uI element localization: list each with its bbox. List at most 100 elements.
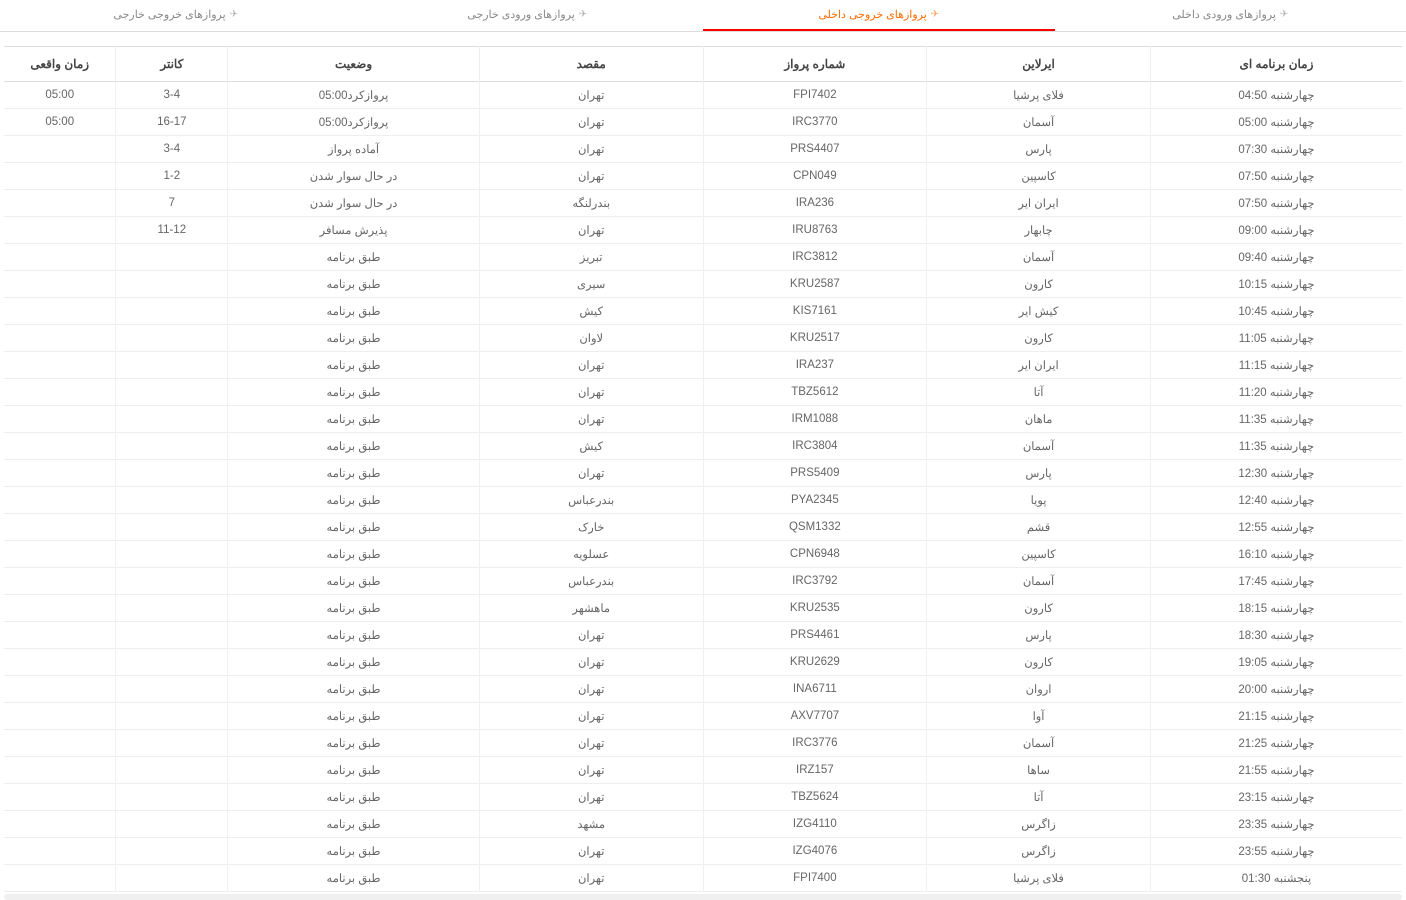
cell-counter: 7 [116, 190, 228, 217]
table-row: پنجشنبه 01:30فلای پرشیاFPI7400تهرانطبق ب… [4, 865, 1402, 892]
cell-destination: تهران [479, 838, 703, 865]
scroll-indicator [4, 894, 1402, 900]
cell-flight: IRC3776 [703, 730, 927, 757]
table-row: چهارشنبه 21:15آواAXV7707تهرانطبق برنامه [4, 703, 1402, 730]
cell-actual [4, 433, 116, 460]
cell-flight: PRS5409 [703, 460, 927, 487]
cell-destination: تهران [479, 217, 703, 244]
cell-flight: KRU2629 [703, 649, 927, 676]
cell-schedule: پنجشنبه 01:30 [1150, 865, 1402, 892]
cell-flight: IRA237 [703, 352, 927, 379]
cell-destination: تهران [479, 406, 703, 433]
cell-schedule: چهارشنبه 21:25 [1150, 730, 1402, 757]
table-row: چهارشنبه 12:30پارسPRS5409تهرانطبق برنامه [4, 460, 1402, 487]
cell-counter [116, 838, 228, 865]
tab-2[interactable]: ✈پروازهای ورودی خارجی [352, 0, 704, 31]
cell-airline: چابهار [927, 217, 1151, 244]
cell-airline: آتا [927, 379, 1151, 406]
cell-destination: عسلویه [479, 541, 703, 568]
cell-flight: FPI7400 [703, 865, 927, 892]
cell-flight: IZG4076 [703, 838, 927, 865]
cell-schedule: چهارشنبه 11:20 [1150, 379, 1402, 406]
cell-actual [4, 487, 116, 514]
cell-destination: تهران [479, 82, 703, 109]
cell-flight: FPI7402 [703, 82, 927, 109]
cell-counter [116, 730, 228, 757]
cell-flight: PRS4461 [703, 622, 927, 649]
table-row: چهارشنبه 11:05کارونKRU2517لاوانطبق برنام… [4, 325, 1402, 352]
table-row: چهارشنبه 09:00چابهارIRU8763تهرانپذیرش مس… [4, 217, 1402, 244]
table-row: چهارشنبه 12:40پویاPYA2345بندرعباسطبق برن… [4, 487, 1402, 514]
cell-schedule: چهارشنبه 23:15 [1150, 784, 1402, 811]
tab-0[interactable]: ✈پروازهای ورودی داخلی [1055, 0, 1406, 31]
cell-status: در حال سوار شدن [228, 190, 480, 217]
table-row: چهارشنبه 12:55قشمQSM1332خارکطبق برنامه [4, 514, 1402, 541]
cell-airline: آسمان [927, 109, 1151, 136]
flight-table-container: زمان برنامه ای ایرلاین شماره پرواز مقصد … [0, 46, 1406, 900]
table-row: چهارشنبه 05:00آسمانIRC3770تهرانپروازکرد0… [4, 109, 1402, 136]
cell-flight: KRU2535 [703, 595, 927, 622]
table-row: چهارشنبه 23:15آتاTBZ5624تهرانطبق برنامه [4, 784, 1402, 811]
cell-airline: ایران ایر [927, 190, 1151, 217]
cell-airline: فلای پرشیا [927, 865, 1151, 892]
cell-airline: زاگرس [927, 838, 1151, 865]
cell-flight: KRU2587 [703, 271, 927, 298]
table-row: چهارشنبه 18:15کارونKRU2535ماهشهرطبق برنا… [4, 595, 1402, 622]
tab-1[interactable]: ✈پروازهای خروجی داخلی [703, 0, 1055, 31]
cell-schedule: چهارشنبه 07:50 [1150, 163, 1402, 190]
plane-icon: ✈ [230, 9, 238, 20]
cell-airline: فلای پرشیا [927, 82, 1151, 109]
cell-actual [4, 406, 116, 433]
cell-schedule: چهارشنبه 05:00 [1150, 109, 1402, 136]
cell-destination: تهران [479, 703, 703, 730]
cell-schedule: چهارشنبه 17:45 [1150, 568, 1402, 595]
header-schedule: زمان برنامه ای [1150, 47, 1402, 82]
tab-label: پروازهای خروجی خارجی [113, 8, 225, 21]
cell-airline: قشم [927, 514, 1151, 541]
cell-status: طبق برنامه [228, 298, 480, 325]
table-row: چهارشنبه 21:55ساهاIRZ157تهرانطبق برنامه [4, 757, 1402, 784]
cell-status: طبق برنامه [228, 622, 480, 649]
cell-counter [116, 460, 228, 487]
cell-status: طبق برنامه [228, 460, 480, 487]
cell-actual [4, 271, 116, 298]
cell-status: طبق برنامه [228, 379, 480, 406]
cell-actual [4, 703, 116, 730]
cell-counter: 3-4 [116, 136, 228, 163]
cell-status: طبق برنامه [228, 487, 480, 514]
cell-actual: 05:00 [4, 109, 116, 136]
cell-airline: ماهان [927, 406, 1151, 433]
cell-flight: IRZ157 [703, 757, 927, 784]
cell-actual [4, 244, 116, 271]
cell-schedule: چهارشنبه 11:05 [1150, 325, 1402, 352]
cell-destination: تهران [479, 460, 703, 487]
table-row: چهارشنبه 11:35آسمانIRC3804کیشطبق برنامه [4, 433, 1402, 460]
cell-status: طبق برنامه [228, 514, 480, 541]
table-row: چهارشنبه 11:35ماهانIRM1088تهرانطبق برنام… [4, 406, 1402, 433]
tab-3[interactable]: ✈ پروازهای خروجی خارجی [0, 0, 352, 31]
cell-airline: آسمان [927, 433, 1151, 460]
cell-destination: تهران [479, 784, 703, 811]
cell-destination: تهران [479, 109, 703, 136]
cell-schedule: چهارشنبه 10:15 [1150, 271, 1402, 298]
cell-airline: پارس [927, 622, 1151, 649]
flight-tbody: چهارشنبه 04:50فلای پرشیاFPI7402تهرانپروا… [4, 82, 1402, 892]
cell-schedule: چهارشنبه 12:40 [1150, 487, 1402, 514]
cell-flight: PRS4407 [703, 136, 927, 163]
cell-status: طبق برنامه [228, 730, 480, 757]
cell-actual [4, 730, 116, 757]
cell-flight: CPN049 [703, 163, 927, 190]
cell-destination: تهران [479, 757, 703, 784]
cell-schedule: چهارشنبه 20:00 [1150, 676, 1402, 703]
header-counter: کانتر [116, 47, 228, 82]
cell-counter: 1-2 [116, 163, 228, 190]
cell-counter [116, 595, 228, 622]
table-row: چهارشنبه 07:50ایران ایرIRA236بندرلنگهدر … [4, 190, 1402, 217]
cell-flight: KRU2517 [703, 325, 927, 352]
table-header-row: زمان برنامه ای ایرلاین شماره پرواز مقصد … [4, 47, 1402, 82]
cell-counter [116, 811, 228, 838]
cell-actual: 05:00 [4, 82, 116, 109]
cell-flight: PYA2345 [703, 487, 927, 514]
cell-status: طبق برنامه [228, 352, 480, 379]
cell-schedule: چهارشنبه 11:35 [1150, 406, 1402, 433]
